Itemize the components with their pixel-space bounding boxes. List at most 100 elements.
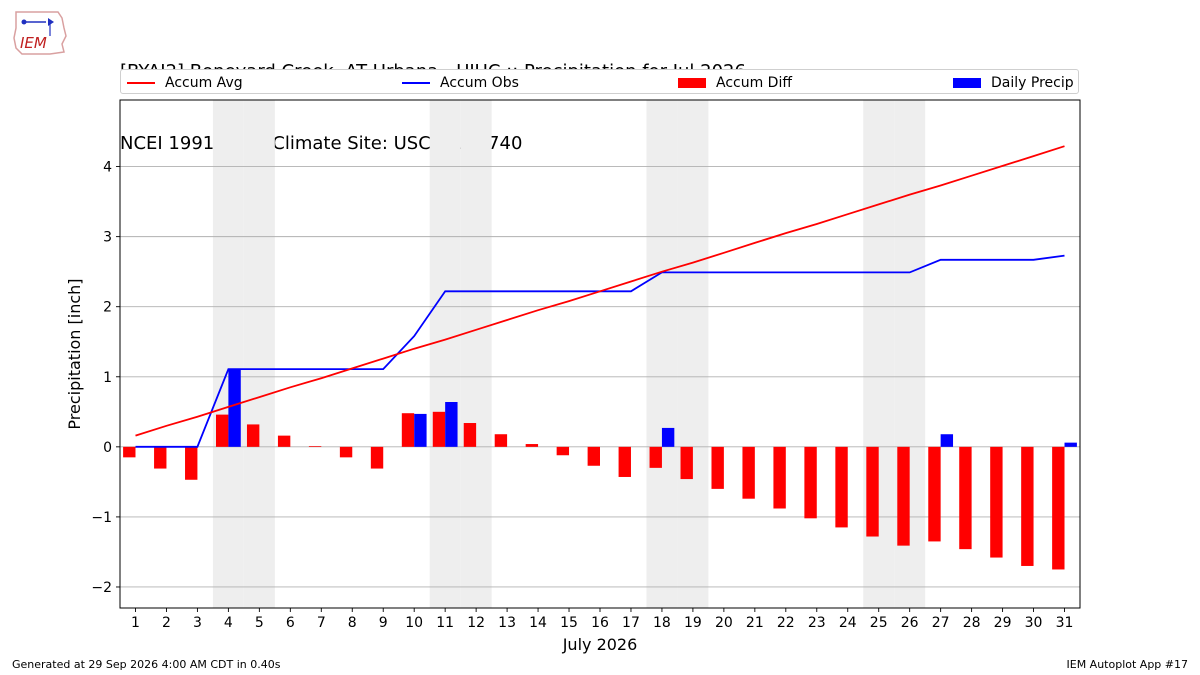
x-tick-label: 15 xyxy=(560,615,578,631)
accum-diff-bar xyxy=(370,446,384,469)
legend-accum-avg: Accum Avg xyxy=(127,70,243,95)
daily-precip-bar xyxy=(1064,442,1077,447)
x-tick-label: 24 xyxy=(839,615,857,631)
accum-diff-bar xyxy=(154,446,167,469)
accum-diff-bar xyxy=(711,446,724,489)
app-note: IEM Autoplot App #17 xyxy=(1066,658,1189,671)
accum-diff-bar xyxy=(835,446,848,528)
x-tick-label: 12 xyxy=(467,615,485,631)
x-tick-label: 23 xyxy=(808,615,826,631)
accum-diff-bar xyxy=(525,444,539,447)
weekend-shade-18 xyxy=(646,100,678,608)
x-tick-label: 13 xyxy=(498,615,516,631)
accum-diff-bar xyxy=(959,446,972,550)
accum-diff-bar xyxy=(649,446,662,468)
x-tick-label: 19 xyxy=(684,615,702,631)
x-tick-label: 20 xyxy=(715,615,733,631)
y-tick-label: 0 xyxy=(103,440,112,456)
x-tick-label: 18 xyxy=(653,615,671,631)
weekend-shade-19 xyxy=(677,100,709,608)
accum-diff-bar xyxy=(1052,446,1065,570)
x-tick-label: 16 xyxy=(591,615,609,631)
accum-diff-bar xyxy=(990,446,1003,558)
accum-diff-bar xyxy=(1021,446,1034,566)
accum-diff-bar xyxy=(432,411,446,447)
accum-diff-bar xyxy=(680,446,693,480)
daily-precip-bar xyxy=(228,369,241,447)
x-tick-label: 30 xyxy=(1025,615,1043,631)
daily-precip-bar xyxy=(661,427,675,447)
legend-daily-precip: Daily Precip xyxy=(953,70,1074,95)
x-tick-label: 25 xyxy=(870,615,888,631)
legend-accum-avg-label: Accum Avg xyxy=(165,74,243,91)
x-tick-label: 1 xyxy=(131,615,140,631)
legend-accum-avg-swatch xyxy=(127,81,155,84)
x-tick-label: 14 xyxy=(529,615,547,631)
weekend-shade-12 xyxy=(460,100,492,608)
accum-diff-bar xyxy=(773,446,786,509)
x-tick-label: 9 xyxy=(379,615,388,631)
y-tick-label: 3 xyxy=(103,230,112,246)
legend-accum-diff-label: Accum Diff xyxy=(716,74,793,91)
accum-diff-bar xyxy=(742,446,755,499)
accum-diff-bar xyxy=(308,446,322,447)
accum-diff-bar xyxy=(618,446,631,477)
accum-diff-bar xyxy=(339,446,353,458)
y-tick-label: 4 xyxy=(103,160,112,176)
weekend-shade-4 xyxy=(212,100,244,608)
accum-diff-bar xyxy=(556,446,570,456)
accum-diff-bar xyxy=(928,446,941,542)
accum-diff-bar xyxy=(804,446,817,519)
x-tick-label: 31 xyxy=(1056,615,1074,631)
iem-logo: IEM xyxy=(13,11,67,55)
legend: Accum Avg Accum Obs Accum Diff Daily Pre… xyxy=(120,69,1079,94)
x-tick-label: 3 xyxy=(193,615,202,631)
x-tick-label: 26 xyxy=(901,615,919,631)
y-axis-label: Precipitation [inch] xyxy=(65,278,84,429)
generated-note: Generated at 29 Sep 2026 4:00 AM CDT in … xyxy=(12,658,281,671)
accum-diff-bar xyxy=(246,424,260,447)
weekend-shade-11 xyxy=(429,100,461,608)
x-tick-label: 17 xyxy=(622,615,640,631)
x-tick-label: 29 xyxy=(994,615,1012,631)
x-axis-label: July 2026 xyxy=(562,635,638,654)
x-tick-label: 2 xyxy=(162,615,171,631)
legend-daily-precip-swatch xyxy=(953,77,981,88)
accum-diff-bar xyxy=(897,446,910,546)
x-tick-label: 8 xyxy=(348,615,357,631)
x-tick-label: 7 xyxy=(317,615,326,631)
y-tick-label: −1 xyxy=(91,510,112,526)
legend-accum-obs-label: Accum Obs xyxy=(440,74,519,91)
x-tick-label: 28 xyxy=(963,615,981,631)
daily-precip-bar xyxy=(414,413,427,447)
x-tick-label: 21 xyxy=(746,615,764,631)
accum-diff-bar xyxy=(866,446,879,537)
y-tick-label: 2 xyxy=(103,300,112,316)
accum-diff-bar xyxy=(463,423,477,447)
y-tick-label: 1 xyxy=(103,370,112,386)
accum-diff-bar xyxy=(185,446,198,480)
daily-precip-bar xyxy=(445,401,458,447)
accum-avg-line xyxy=(135,145,1065,437)
x-tick-label: 27 xyxy=(932,615,950,631)
legend-accum-diff: Accum Diff xyxy=(678,70,792,95)
accum-diff-bar xyxy=(277,435,291,447)
legend-accum-obs-swatch xyxy=(402,81,430,84)
weekend-shade-5 xyxy=(243,100,275,608)
daily-precip-bar xyxy=(940,434,954,447)
x-tick-label: 10 xyxy=(405,615,423,631)
x-tick-label: 11 xyxy=(436,615,454,631)
legend-accum-diff-swatch xyxy=(678,77,706,88)
accum-diff-bar xyxy=(587,446,600,466)
accum-diff-bar xyxy=(494,434,508,447)
accum-diff-bar xyxy=(123,446,136,458)
legend-accum-obs: Accum Obs xyxy=(402,70,519,95)
x-tick-label: 5 xyxy=(255,615,264,631)
logo-text: IEM xyxy=(20,34,47,52)
x-tick-label: 22 xyxy=(777,615,795,631)
legend-daily-precip-label: Daily Precip xyxy=(991,74,1074,91)
x-tick-label: 6 xyxy=(286,615,295,631)
accum-diff-bar xyxy=(216,414,229,447)
y-tick-label: −2 xyxy=(91,580,112,596)
